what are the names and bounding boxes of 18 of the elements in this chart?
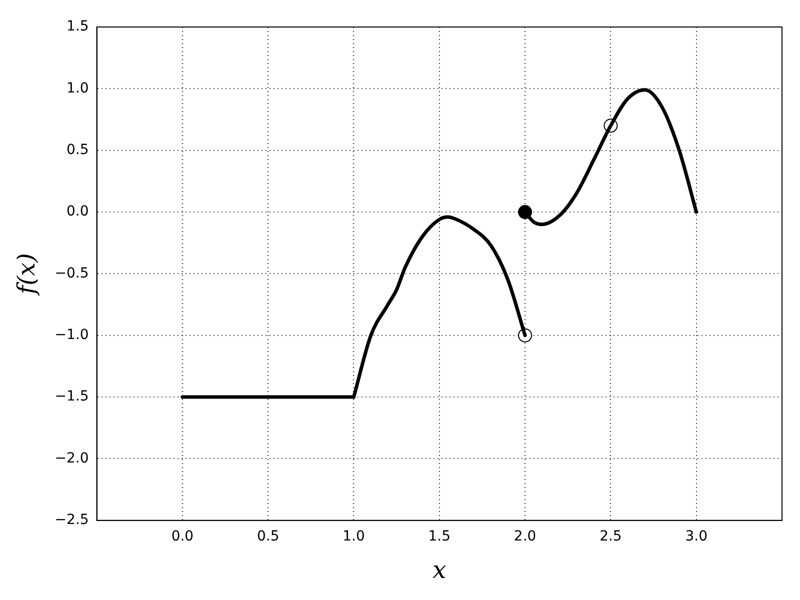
y-tick-label: −2.5 [54, 512, 89, 528]
y-tick-label: −2.0 [54, 450, 89, 466]
y-tick-label: 1.5 [66, 18, 89, 35]
x-axis-title: x [432, 556, 447, 584]
y-tick-label: −0.5 [54, 265, 89, 282]
y-tick-label: −1.5 [54, 388, 89, 405]
x-tick-label: 1.0 [342, 528, 365, 544]
x-tick-label: 0.0 [171, 528, 194, 544]
y-tick-label: 0.0 [66, 204, 89, 220]
x-tick-label: 3.0 [685, 528, 708, 544]
y-tick-label: −1.0 [54, 327, 89, 344]
x-tick-label: 2.5 [600, 528, 622, 544]
y-axis-title: f(x) [12, 253, 41, 296]
y-tick-label: 1.0 [66, 80, 89, 96]
x-tick-label: 1.5 [428, 528, 451, 544]
x-tick-label: 0.5 [256, 528, 280, 544]
y-tick-label: 0.5 [66, 142, 89, 158]
x-tick-label: 2.0 [514, 528, 536, 544]
